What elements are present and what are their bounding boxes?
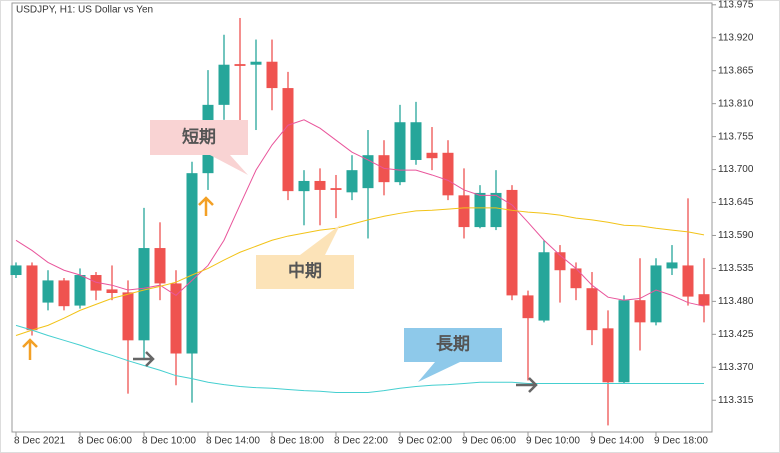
candle-body [250,61,262,65]
candle-body [570,268,582,289]
y-tick-label: 113.645 [718,197,754,208]
y-tick-label: 113.755 [718,131,754,142]
candle-body [538,252,550,321]
candle-body [394,122,406,183]
y-tick-label: 113.590 [718,230,754,241]
y-tick-label: 113.920 [718,32,754,43]
x-tick-label: 8 Dec 18:00 [270,436,324,447]
candle-body [170,283,182,354]
candle-body [442,152,454,196]
y-tick-label: 113.810 [718,98,754,109]
candle-body [666,262,678,269]
x-tick-label: 9 Dec 14:00 [590,436,644,447]
candle-body [682,265,694,297]
candle-body [490,192,502,228]
x-tick-label: 9 Dec 10:00 [526,436,580,447]
marks [10,17,710,426]
callout-mid [256,225,354,289]
candle-body [330,188,342,190]
candle-body [10,265,22,276]
candle-body [282,88,294,192]
x-tick-label: 9 Dec 18:00 [654,436,708,447]
candle-body [458,195,470,228]
x-tick-label: 8 Dec 22:00 [334,436,388,447]
y-tick-label: 113.700 [718,164,754,175]
y-tick-label: 113.315 [718,395,754,406]
x-tick-label: 8 Dec 14:00 [206,436,260,447]
candle-body [266,61,278,89]
callout-label: 短期 [182,126,216,146]
y-tick-label: 113.865 [718,65,754,76]
candle-body [58,280,70,307]
candle-body [618,300,630,383]
candle-body [602,328,614,383]
candle-body [26,265,38,331]
candle-body [634,300,646,323]
candle-body [506,189,518,296]
candle-body [42,280,54,303]
right-arrows [133,351,538,393]
candle-body [346,170,358,193]
moving-average [15,324,704,393]
candle-body [410,122,422,160]
y-tick-label: 113.425 [718,329,754,340]
candle-body [586,288,598,331]
x-tick-label: 9 Dec 06:00 [462,436,516,447]
candle-body [362,155,374,189]
candle-body [522,295,534,319]
candle-body [698,294,710,306]
up-arrows [22,196,214,360]
y-tick-label: 113.480 [718,296,754,307]
moving-average [15,207,705,337]
candle-body [74,275,86,306]
candle-body [426,152,438,159]
candle-body [186,173,198,354]
y-tick-label: 113.975 [718,0,754,10]
candle-body [106,289,118,293]
x-tick-label: 8 Dec 06:00 [78,436,132,447]
candle-body [122,292,134,341]
candle-body [138,248,150,341]
x-tick-label: 8 Dec 2021 [14,436,66,447]
callout-label: 長期 [436,334,470,353]
candle-body [154,248,166,284]
candle-body [90,275,102,291]
y-tick-label: 113.535 [718,263,754,274]
candle-body [474,192,486,228]
y-tick-label: 113.370 [718,362,754,373]
callout-short [150,120,248,175]
candle-body [234,64,246,66]
x-tick-label: 9 Dec 02:00 [398,436,452,447]
plot-border [11,2,713,433]
moving-average [15,119,705,307]
candle-body [314,180,326,190]
chart-title: USDJPY, H1: US Dollar vs Yen [16,5,153,16]
callout-long [404,328,502,382]
candle-body [650,265,662,323]
candle-body [298,180,310,192]
x-tick-label: 8 Dec 10:00 [142,436,196,447]
candle-body [218,64,230,105]
callout-label: 中期 [288,260,322,280]
candle-body [554,252,566,271]
